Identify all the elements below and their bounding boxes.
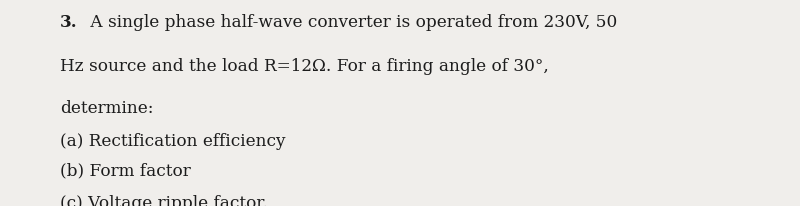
Text: (a) Rectification efficiency: (a) Rectification efficiency [60, 133, 286, 150]
Text: Hz source and the load R=12Ω. For a firing angle of 30°,: Hz source and the load R=12Ω. For a firi… [60, 58, 549, 75]
Text: A single phase half-wave converter is operated from 230V, 50: A single phase half-wave converter is op… [85, 14, 617, 32]
Text: determine:: determine: [60, 100, 154, 117]
Text: (b) Form factor: (b) Form factor [60, 163, 190, 180]
Text: 3.: 3. [60, 14, 78, 32]
Text: (c) Voltage ripple factor.: (c) Voltage ripple factor. [60, 195, 268, 206]
